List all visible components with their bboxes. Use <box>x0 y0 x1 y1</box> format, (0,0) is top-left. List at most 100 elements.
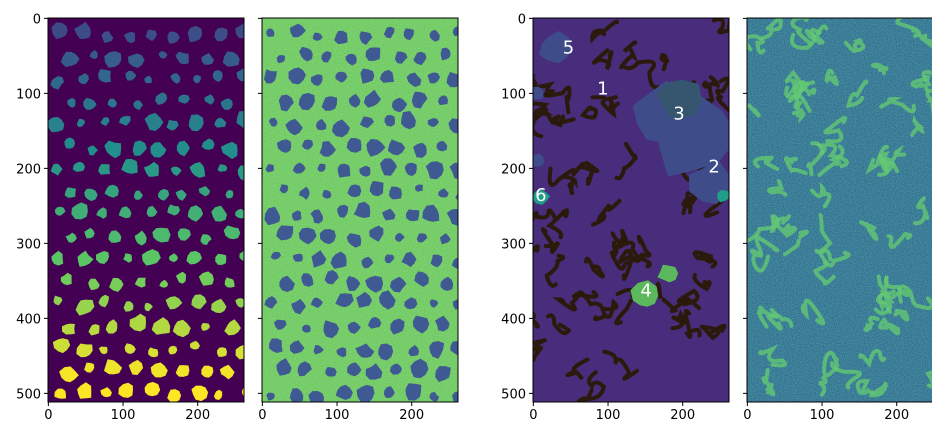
cell <box>239 250 244 261</box>
spot <box>292 210 302 221</box>
boundary <box>692 250 718 269</box>
cell <box>211 205 227 222</box>
cell <box>105 319 118 334</box>
cell <box>211 298 227 313</box>
annotation: 3 <box>673 103 684 124</box>
cell <box>75 299 95 316</box>
spot <box>408 345 420 357</box>
spot <box>436 140 448 152</box>
cell <box>98 69 111 83</box>
spot <box>379 290 396 310</box>
spot <box>401 251 417 268</box>
spot <box>466 144 475 152</box>
spot <box>366 139 386 157</box>
cell <box>88 324 100 336</box>
cell <box>109 277 124 292</box>
cell <box>124 343 136 354</box>
region <box>717 190 729 203</box>
spot <box>361 256 374 269</box>
spot <box>406 209 420 222</box>
boundary <box>614 141 638 181</box>
spot <box>465 230 475 240</box>
spot <box>353 201 371 218</box>
spot <box>289 23 306 38</box>
cell <box>51 250 64 266</box>
spot <box>292 162 306 174</box>
boundary <box>590 19 620 44</box>
cell <box>129 313 146 332</box>
cell <box>215 253 227 265</box>
cell <box>175 365 190 377</box>
boundary <box>576 290 607 316</box>
cell <box>176 140 190 157</box>
cell <box>168 345 178 355</box>
spot <box>451 258 458 269</box>
cell <box>76 343 93 358</box>
spot <box>264 296 278 309</box>
boundary <box>576 388 594 402</box>
region <box>630 280 659 307</box>
spot <box>405 383 422 401</box>
spot <box>337 204 349 218</box>
cell <box>222 51 240 67</box>
cell <box>246 189 258 201</box>
y-tick-label: 100 <box>16 87 41 102</box>
boundary <box>659 53 670 72</box>
cell <box>157 188 170 201</box>
cell <box>217 164 228 172</box>
cell <box>146 205 158 217</box>
boundary <box>592 48 614 71</box>
cell <box>77 382 92 399</box>
spot <box>378 343 394 361</box>
region <box>657 264 679 283</box>
cell <box>118 206 132 219</box>
spot <box>299 46 313 62</box>
axes-frame <box>47 17 245 403</box>
spot <box>276 55 285 64</box>
cell <box>67 97 76 108</box>
cell <box>84 188 98 202</box>
cell <box>169 253 179 263</box>
cell <box>224 277 235 288</box>
spot <box>313 345 324 355</box>
spot <box>380 158 397 176</box>
cell <box>134 277 146 288</box>
annotation: 1 <box>597 79 608 100</box>
spot <box>434 315 450 332</box>
cell <box>87 145 98 156</box>
y-tick-label: 300 <box>501 237 526 252</box>
spot <box>367 317 382 329</box>
boundary <box>619 40 639 70</box>
cell <box>104 140 122 159</box>
spot <box>465 51 473 60</box>
cell <box>251 322 259 332</box>
spot <box>452 299 458 310</box>
image-panel <box>262 18 475 402</box>
cell <box>236 67 244 82</box>
boundary <box>699 323 727 341</box>
cell <box>84 227 95 239</box>
cell <box>108 230 122 243</box>
boundary <box>609 248 642 271</box>
spot <box>389 363 402 375</box>
cell <box>198 186 211 197</box>
cell <box>214 117 227 128</box>
boundary <box>592 298 619 322</box>
cell <box>152 227 171 243</box>
cell <box>76 118 85 128</box>
cell <box>54 206 66 216</box>
cell <box>123 301 134 312</box>
cell <box>220 98 233 110</box>
spot <box>369 225 384 242</box>
cell <box>217 347 227 357</box>
noise <box>747 18 932 402</box>
cell <box>96 251 109 264</box>
spot <box>335 293 354 308</box>
spot <box>276 358 292 376</box>
cell <box>212 70 223 82</box>
boundary <box>683 309 702 339</box>
cell <box>225 189 234 199</box>
cell <box>98 294 109 308</box>
boundary <box>544 253 566 288</box>
cell <box>143 161 159 177</box>
